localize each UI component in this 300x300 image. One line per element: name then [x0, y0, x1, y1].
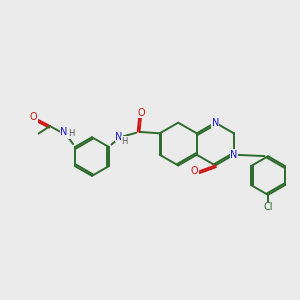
Text: N: N — [212, 118, 219, 128]
Text: Cl: Cl — [263, 202, 273, 212]
Text: O: O — [29, 112, 37, 122]
Text: H: H — [121, 137, 127, 146]
Text: N: N — [230, 150, 238, 160]
Text: O: O — [137, 108, 145, 118]
Text: N: N — [115, 132, 122, 142]
Text: N: N — [60, 127, 68, 137]
Text: H: H — [68, 129, 74, 138]
Text: O: O — [191, 167, 198, 176]
